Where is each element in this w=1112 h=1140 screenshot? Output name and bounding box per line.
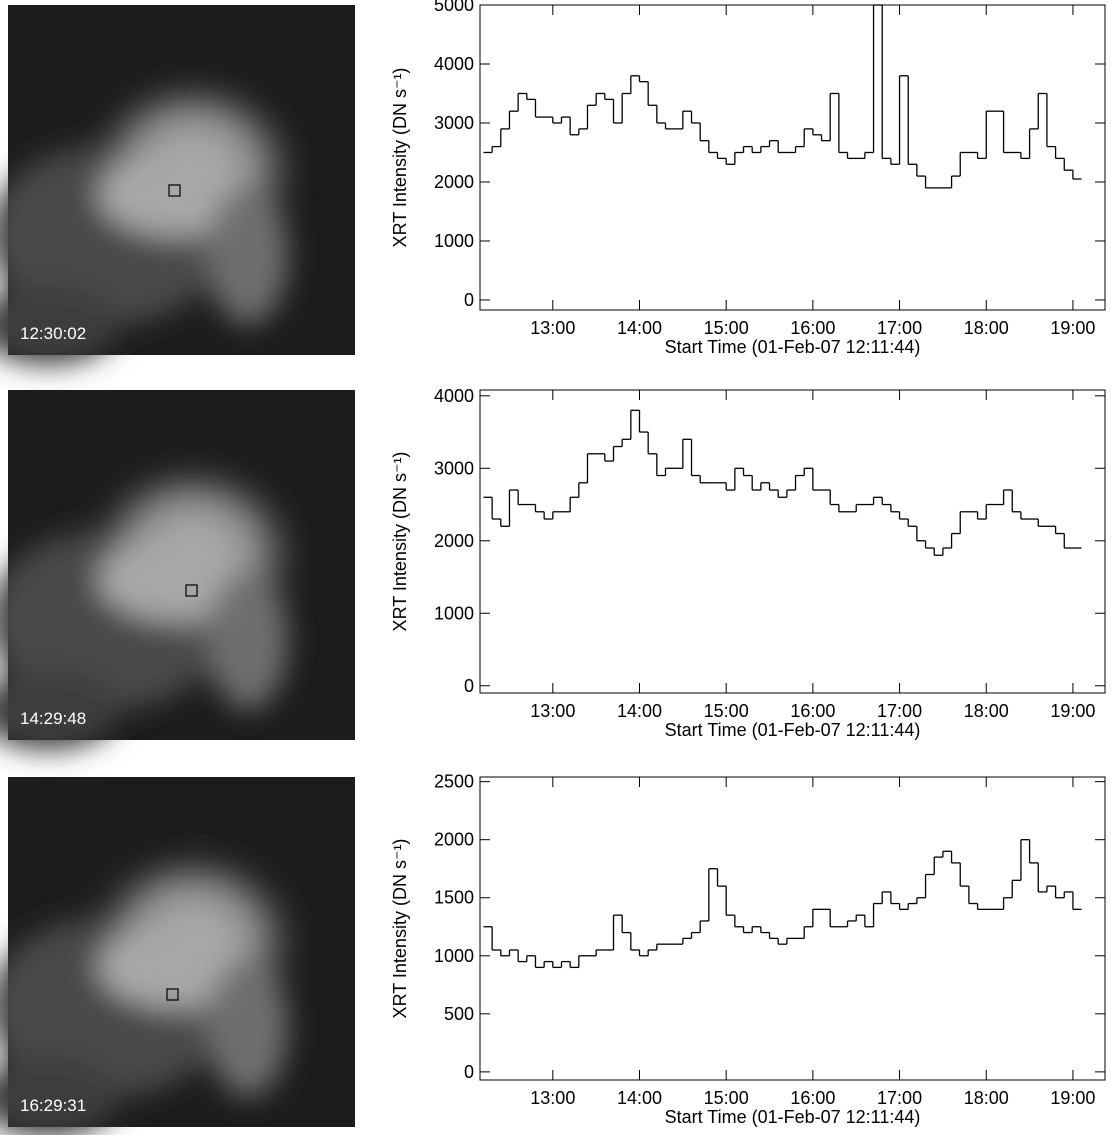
x-tick-label: 19:00 <box>1050 318 1095 338</box>
image-timestamp: 14:29:48 <box>20 709 86 728</box>
y-tick-label: 0 <box>464 290 474 310</box>
y-tick-label: 4000 <box>434 54 474 74</box>
x-tick-label: 16:00 <box>790 1088 835 1108</box>
y-tick-label: 4000 <box>434 386 474 406</box>
x-tick-label: 19:00 <box>1050 701 1095 721</box>
y-axis-title: XRT Intensity (DN s⁻¹) <box>390 68 410 248</box>
y-tick-label: 0 <box>464 676 474 696</box>
glow-blob <box>0 670 118 750</box>
region-box <box>168 184 181 197</box>
glow-blob <box>98 540 248 620</box>
x-tick-label: 17:00 <box>877 318 922 338</box>
y-tick-label: 0 <box>464 1062 474 1082</box>
x-tick-label: 17:00 <box>877 1088 922 1108</box>
image-glow <box>0 460 303 750</box>
y-axis-title: XRT Intensity (DN s⁻¹) <box>390 839 410 1019</box>
x-tick-label: 15:00 <box>704 1088 749 1108</box>
x-tick-label: 17:00 <box>877 701 922 721</box>
x-tick-label: 18:00 <box>964 318 1009 338</box>
y-tick-label: 1000 <box>434 231 474 251</box>
x-tick-label: 14:00 <box>617 1088 662 1108</box>
x-tick-label: 15:00 <box>704 701 749 721</box>
region-box <box>166 988 179 1001</box>
x-tick-label: 19:00 <box>1050 1088 1095 1108</box>
y-tick-label: 2000 <box>434 531 474 551</box>
y-tick-label: 2000 <box>434 830 474 850</box>
plot-frame <box>479 776 1106 1081</box>
plot-frame <box>479 4 1106 311</box>
x-tick-label: 16:00 <box>790 701 835 721</box>
x-tick-label: 18:00 <box>964 1088 1009 1108</box>
glow-blob <box>0 285 118 365</box>
glow-blob <box>208 185 288 325</box>
solar-image: 12:30:02 <box>0 5 355 365</box>
glow-blob <box>98 927 248 1007</box>
glow-blob <box>0 1057 118 1137</box>
image-timestamp: 12:30:02 <box>20 324 86 343</box>
x-tick-label: 14:00 <box>617 318 662 338</box>
image-glow <box>0 75 303 365</box>
solar-image: 16:29:31 <box>0 777 355 1137</box>
y-tick-label: 1000 <box>434 946 474 966</box>
y-tick-label: 3000 <box>434 113 474 133</box>
glow-blob <box>98 155 248 235</box>
glow-blob <box>208 957 288 1097</box>
x-axis-title: Start Time (01-Feb-07 12:11:44) <box>665 720 921 740</box>
y-tick-label: 2000 <box>434 172 474 192</box>
image-timestamp: 16:29:31 <box>20 1096 86 1115</box>
x-tick-label: 16:00 <box>790 318 835 338</box>
glow-blob <box>208 570 288 710</box>
plot-frame <box>479 389 1106 694</box>
y-tick-label: 2500 <box>434 772 474 792</box>
x-tick-label: 15:00 <box>704 318 749 338</box>
y-tick-label: 500 <box>444 1004 474 1024</box>
x-tick-label: 18:00 <box>964 701 1009 721</box>
solar-image: 14:29:48 <box>0 390 355 750</box>
y-tick-label: 5000 <box>434 0 474 15</box>
y-tick-label: 1500 <box>434 888 474 908</box>
y-tick-label: 3000 <box>434 458 474 478</box>
x-tick-label: 13:00 <box>530 1088 575 1108</box>
x-axis-title: Start Time (01-Feb-07 12:11:44) <box>665 337 921 357</box>
x-tick-label: 14:00 <box>617 701 662 721</box>
image-glow <box>0 847 303 1137</box>
x-axis-title: Start Time (01-Feb-07 12:11:44) <box>665 1107 921 1127</box>
y-tick-label: 1000 <box>434 603 474 623</box>
x-tick-label: 13:00 <box>530 701 575 721</box>
y-axis-title: XRT Intensity (DN s⁻¹) <box>390 452 410 632</box>
x-tick-label: 13:00 <box>530 318 575 338</box>
region-box <box>185 584 198 597</box>
